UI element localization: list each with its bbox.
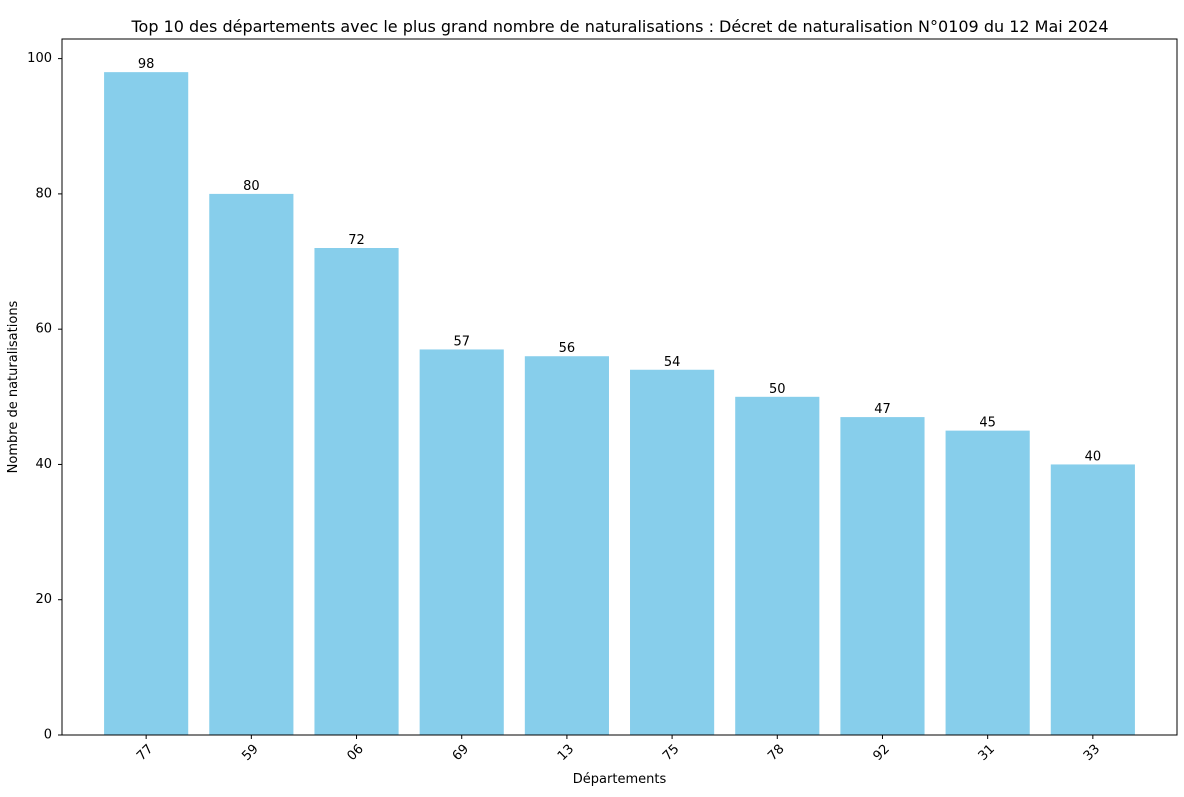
value-label-69: 57: [453, 334, 470, 349]
value-label-31: 45: [979, 416, 996, 431]
chart-title: Top 10 des départements avec le plus gra…: [130, 17, 1108, 36]
bar-13: [524, 356, 609, 735]
x-tick-label-69: 69: [450, 742, 472, 764]
value-label-59: 80: [243, 179, 260, 194]
value-label-06: 72: [348, 233, 365, 248]
x-axis-ticks: 77 59 06 69 13 75 78 92 31 33: [134, 735, 1103, 764]
x-axis-label: Départements: [573, 772, 667, 787]
bar-77: [104, 72, 189, 735]
bar-33: [1050, 464, 1135, 735]
y-tick-label-80: 80: [35, 186, 52, 201]
bar-69: [419, 349, 504, 735]
y-axis-ticks: 0 20 40 60 80 100: [27, 51, 62, 743]
plot-frame: [61, 38, 1178, 736]
value-label-92: 47: [874, 402, 891, 417]
y-axis-label: Nombre de naturalisations: [6, 300, 21, 473]
bar-31: [945, 430, 1030, 735]
x-tick-label-31: 31: [976, 742, 998, 764]
y-tick-label-60: 60: [35, 322, 52, 337]
x-tick-label-92: 92: [870, 742, 892, 764]
value-label-78: 50: [769, 382, 786, 397]
bar-06: [314, 248, 399, 735]
x-tick-label-77: 77: [134, 742, 156, 764]
bar-59: [209, 193, 294, 735]
value-label-33: 40: [1085, 449, 1102, 464]
x-tick-label-75: 75: [660, 742, 682, 764]
y-tick-label-40: 40: [35, 457, 52, 472]
bar-92: [840, 417, 925, 735]
bar-75: [630, 369, 715, 735]
value-labels-group: 98 80 72 57 56 54 50 47 45 40: [138, 57, 1101, 464]
y-tick-label-20: 20: [35, 592, 52, 607]
x-tick-label-59: 59: [239, 742, 261, 764]
y-tick-label-0: 0: [44, 728, 52, 743]
x-tick-label-33: 33: [1081, 742, 1103, 764]
value-label-13: 56: [559, 341, 576, 356]
bars-group: [104, 72, 1135, 735]
bar-78: [735, 396, 820, 735]
x-tick-label-06: 06: [345, 742, 367, 764]
x-tick-label-13: 13: [555, 742, 577, 764]
x-tick-label-78: 78: [765, 742, 787, 764]
y-tick-label-100: 100: [27, 51, 52, 66]
value-label-75: 54: [664, 355, 681, 370]
value-label-77: 98: [138, 57, 155, 72]
